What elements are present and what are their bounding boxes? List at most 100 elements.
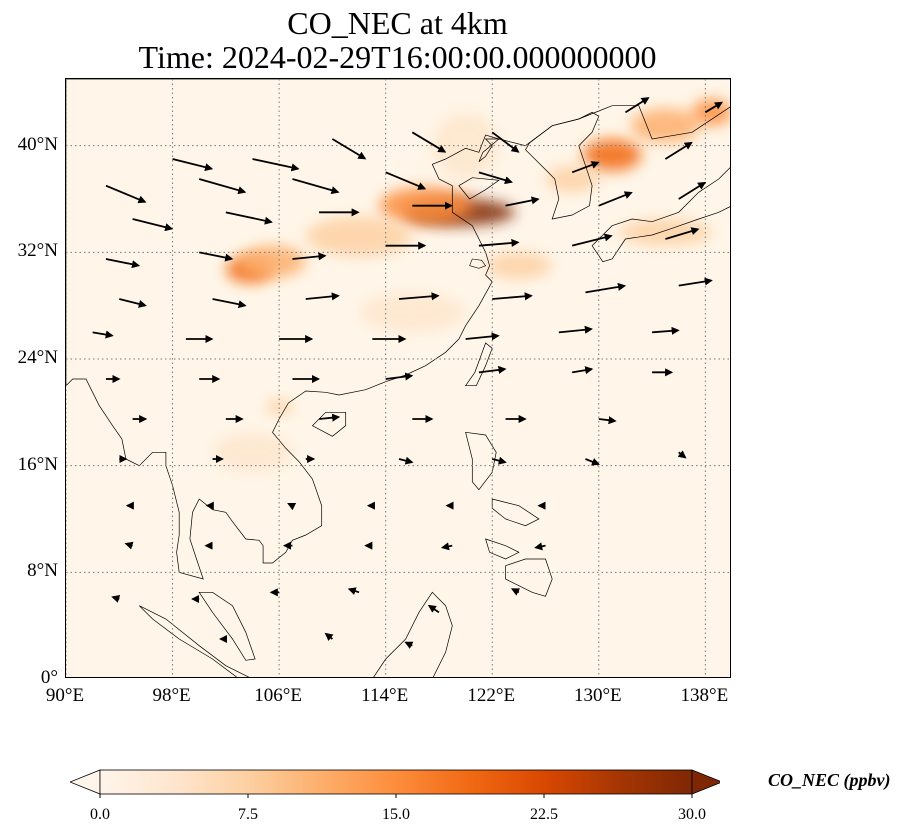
wind-arrow: [225, 211, 273, 225]
wind-arrow: [132, 218, 174, 232]
wind-arrow: [678, 277, 713, 287]
colorbar-title: CO_NEC (ppbv): [768, 770, 891, 790]
concentration-patch: [618, 219, 713, 246]
coastline: [464, 342, 493, 387]
map-time-subtitle: Time: 2024-02-29T16:00:00.000000000: [138, 39, 657, 75]
x-tick-label: 98°E: [152, 685, 191, 706]
coastline: [465, 431, 497, 491]
coastlines: [66, 79, 730, 677]
wind-arrow: [478, 171, 513, 185]
wind-arrow: [318, 413, 341, 422]
coastline: [458, 177, 500, 200]
wind-arrow: [678, 181, 707, 200]
x-tick-label: 114°E: [361, 685, 409, 706]
wind-arrow: [172, 158, 214, 172]
wind-arrow: [624, 97, 650, 114]
wind-arrow: [598, 191, 633, 207]
wind-arrow: [411, 131, 447, 153]
wind-arrow: [585, 282, 627, 294]
wind-arrow: [292, 178, 340, 195]
wind-arrow: [331, 138, 367, 160]
concentration-patch: [545, 165, 599, 193]
wind-arrow: [199, 251, 234, 262]
coastline: [485, 538, 520, 560]
concentration-patch: [305, 216, 413, 257]
y-tick-label: 40°N: [17, 133, 58, 155]
coastline: [66, 79, 730, 580]
map-panel: [65, 78, 731, 678]
wind-arrow: [105, 184, 147, 204]
wind-arrow: [652, 326, 680, 335]
wind-arrow: [478, 365, 507, 374]
wind-arrow: [292, 252, 327, 261]
wind-arrow: [252, 158, 300, 172]
x-tick-label: 122°E: [467, 685, 516, 706]
co-concentration-field: [212, 99, 730, 473]
coastline: [505, 558, 553, 597]
wind-arrow: [440, 542, 453, 551]
colorbar-gradient: [99, 769, 693, 795]
wind-arrow: [212, 298, 247, 309]
colorbar-extend-min: [70, 769, 101, 795]
wind-arrow: [465, 332, 500, 341]
colorbar-tick-label: 7.5: [238, 806, 258, 823]
x-tick-label: 138°E: [680, 685, 729, 706]
concentration-patch: [239, 245, 306, 278]
wind-arrow: [704, 101, 723, 114]
concentration-patch: [630, 108, 701, 143]
colorbar-tick-label: 22.5: [530, 806, 558, 823]
x-tick-label: 90°E: [45, 685, 85, 706]
wind-arrow: [665, 227, 700, 240]
wind-arrow: [505, 196, 540, 207]
concentration-patch: [432, 112, 499, 179]
wind-arrow: [111, 595, 121, 603]
map-canvas: [66, 79, 730, 677]
x-tick-label: 106°E: [254, 685, 302, 706]
wind-arrow: [92, 330, 114, 339]
wind-arrow: [571, 161, 600, 174]
coastline: [478, 138, 500, 162]
coastline: [373, 591, 453, 677]
y-tick-label: 32°N: [17, 240, 58, 262]
wind-arrow: [398, 456, 414, 465]
wind-arrow: [664, 141, 693, 160]
concentration-patch: [212, 432, 293, 473]
wind-arrow: [105, 258, 141, 269]
wind-arrow: [510, 588, 520, 596]
wind-arrow: [677, 450, 687, 459]
y-tick-label: 16°N: [17, 453, 58, 475]
wind-arrow: [385, 372, 414, 381]
colorbar-extend-max: [691, 769, 720, 795]
wind-arrow: [427, 604, 440, 614]
wind-arrow: [404, 641, 414, 649]
coastline: [198, 591, 256, 661]
wind-arrow: [324, 632, 334, 642]
wind-arrow: [198, 178, 247, 195]
y-tick-label: 24°N: [17, 347, 58, 368]
coastline: [525, 111, 600, 220]
y-tick-label: 8°N: [27, 560, 58, 582]
coastline: [139, 605, 250, 677]
colorbar: [70, 769, 720, 798]
wind-arrow: [385, 171, 427, 190]
wind-arrow: [347, 587, 360, 595]
wind-arrow: [398, 292, 440, 301]
wind-arrow: [571, 233, 613, 247]
wind-arrow: [558, 325, 593, 334]
wind-arrow: [119, 298, 147, 308]
wind-arrow: [124, 541, 134, 550]
map-title: CO_NEC at 4km: [287, 5, 508, 41]
colorbar-tick-label: 15.0: [382, 806, 410, 823]
wind-arrow: [492, 292, 533, 301]
concentration-patch: [485, 252, 553, 279]
colorbar-tick-label: 30.0: [678, 806, 706, 823]
wind-arrow: [492, 456, 507, 465]
coastline: [591, 167, 730, 263]
concentration-patch: [582, 139, 642, 171]
wind-arrow: [491, 131, 520, 153]
x-tick-label: 130°E: [573, 685, 622, 706]
coastline: [469, 258, 487, 269]
wind-arrow: [287, 502, 297, 511]
wind-arrow: [534, 542, 546, 551]
wind-arrow: [478, 238, 520, 247]
